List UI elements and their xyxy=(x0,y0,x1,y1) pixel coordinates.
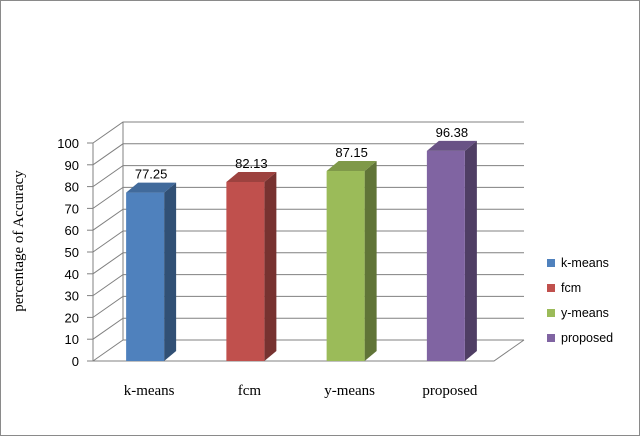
gridline-30 xyxy=(92,274,524,297)
y-tick-label: 70 xyxy=(65,201,79,216)
data-label-proposed: 96.38 xyxy=(436,125,469,140)
gridline-60 xyxy=(92,208,524,231)
data-labels: 77.25 82.13 87.15 96.38 xyxy=(135,125,468,182)
legend-swatch xyxy=(547,259,555,267)
gridline-100 xyxy=(92,121,524,144)
gridlines xyxy=(92,121,525,362)
bar-side-y-means xyxy=(364,161,377,361)
gridline-70 xyxy=(92,186,524,209)
bar-top-proposed xyxy=(426,140,477,151)
bar-front-proposed xyxy=(426,150,465,361)
y-axis-label: percentage of Accuracy xyxy=(11,170,27,312)
legend-label: fcm xyxy=(561,281,581,295)
y-tick-label: 90 xyxy=(65,158,79,173)
legend-swatch xyxy=(547,309,555,317)
gridline-10 xyxy=(92,317,524,340)
bar-top-y-means xyxy=(326,161,377,172)
y-tick-label: 20 xyxy=(65,310,79,325)
gridline-50 xyxy=(92,230,524,253)
data-label-y-means: 87.15 xyxy=(335,145,368,160)
y-tick-label: 50 xyxy=(65,245,79,260)
legend-label: k-means xyxy=(561,256,609,270)
bar-y-means xyxy=(326,161,377,361)
legend-label: y-means xyxy=(561,306,609,320)
legend-item-proposed: proposed xyxy=(547,331,613,345)
category-label-fcm: fcm xyxy=(238,383,262,399)
gridline-20 xyxy=(92,295,524,318)
gridline-90 xyxy=(92,143,524,166)
category-label-y-means: y-means xyxy=(324,383,375,399)
gridline-40 xyxy=(92,252,524,275)
legend-swatch xyxy=(547,334,555,342)
bar-side-fcm xyxy=(264,171,277,361)
category-label-proposed: proposed xyxy=(422,383,477,399)
legend-swatch xyxy=(547,284,555,292)
y-tick-label: 40 xyxy=(65,267,79,282)
y-tick-label: 0 xyxy=(72,354,79,369)
data-label-fcm: 82.13 xyxy=(235,156,268,171)
y-tick-label: 80 xyxy=(65,180,79,195)
bar-fcm xyxy=(226,171,277,361)
y-tick-label: 100 xyxy=(57,136,79,151)
bar-front-y-means xyxy=(326,171,365,361)
data-label-k-means: 77.25 xyxy=(135,167,168,182)
gridline-0 xyxy=(92,339,524,362)
bar-front-fcm xyxy=(226,181,265,361)
y-tick-label: 30 xyxy=(65,289,79,304)
legend-item-k-means: k-means xyxy=(547,256,609,270)
bar-top-k-means xyxy=(126,182,177,193)
bar-proposed xyxy=(426,140,477,361)
bar-k-means xyxy=(126,182,177,361)
gridline-80 xyxy=(92,165,524,188)
bar-side-k-means xyxy=(164,182,177,361)
legend-item-y-means: y-means xyxy=(547,306,609,320)
bar-top-fcm xyxy=(226,171,277,182)
legend: k-means fcm y-means proposed xyxy=(547,256,613,345)
legend-item-fcm: fcm xyxy=(547,281,581,295)
y-tick-label: 10 xyxy=(65,332,79,347)
bar-side-proposed xyxy=(464,140,477,361)
bar-front-k-means xyxy=(126,192,165,361)
y-axis-ticks: 0 10 20 30 40 50 60 70 80 90 100 xyxy=(57,136,93,369)
category-labels: k-means fcm y-means proposed xyxy=(124,383,478,399)
bars xyxy=(126,140,477,361)
legend-label: proposed xyxy=(561,331,613,345)
category-label-k-means: k-means xyxy=(124,383,175,399)
y-tick-label: 60 xyxy=(65,223,79,238)
